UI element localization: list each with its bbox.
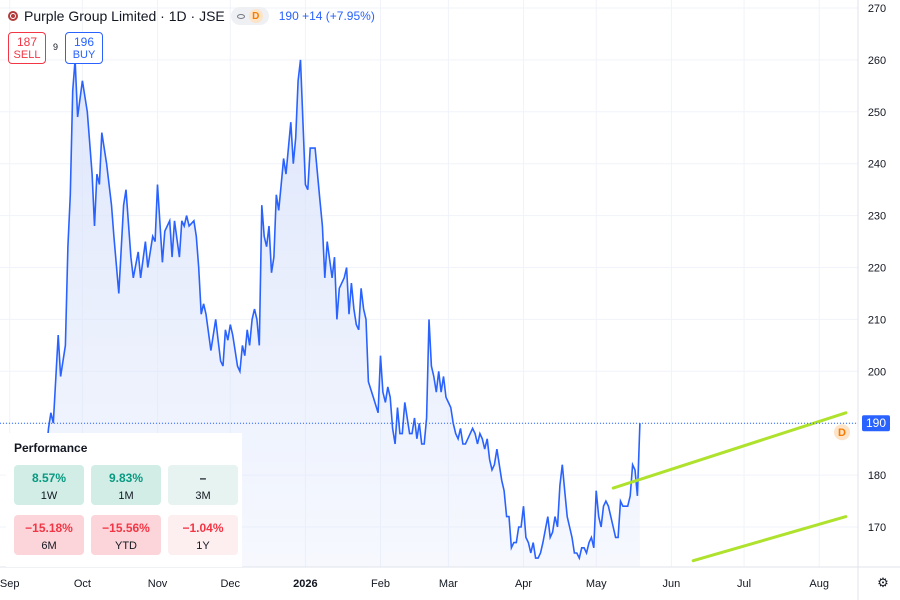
price-line (42, 59, 641, 561)
x-tick-label: Nov (148, 578, 168, 590)
x-tick-label: May (586, 578, 607, 590)
performance-panel: Performance 8.57% 1W 9.83% 1M – 3M −15.1… (6, 433, 242, 567)
dividend-badge: D (248, 9, 263, 23)
gear-icon[interactable]: ⚙ (877, 575, 889, 590)
x-tick-label: Jul (737, 578, 751, 590)
spread-value: 9 (53, 42, 59, 52)
perf-value: −1.04% (182, 521, 224, 535)
perf-period: 1M (118, 490, 134, 502)
perf-period: 6M (41, 540, 57, 552)
x-tick-label: Apr (515, 578, 532, 590)
sell-button[interactable]: 187 SELL (8, 32, 46, 64)
x-tick-label: Jun (662, 578, 680, 590)
y-tick-label: 220 (868, 263, 886, 275)
y-tick-label: 270 (868, 3, 886, 15)
perf-cell-ytd[interactable]: −15.56% YTD (91, 515, 161, 555)
trend-channel[interactable] (611, 411, 848, 563)
x-tick-label: Sep (0, 578, 19, 590)
x-tick-label: Dec (220, 578, 240, 590)
dividend-marker-label: D (838, 427, 846, 439)
visibility-toggle[interactable]: D (230, 7, 269, 25)
sell-price: 187 (16, 35, 38, 49)
x-tick-label: Aug (809, 578, 829, 590)
perf-period: 1Y (196, 540, 210, 552)
perf-cell-6m[interactable]: −15.18% 6M (14, 515, 84, 555)
buy-price: 196 (73, 35, 95, 49)
y-axis[interactable]: 170 180 190 200 210 220 230 240 250 260 270 (857, 0, 886, 600)
buy-button[interactable]: 196 BUY (65, 32, 103, 64)
performance-title: Performance (14, 441, 88, 455)
y-tick-label: 230 (868, 211, 886, 223)
x-tick-label: 2026 (293, 578, 317, 590)
eye-icon (236, 13, 245, 19)
perf-cell-1w[interactable]: 8.57% 1W (14, 465, 84, 505)
perf-value: −15.56% (102, 521, 150, 535)
y-tick-label: 170 (868, 522, 886, 534)
channel-line (691, 515, 848, 563)
symbol-header: Purple Group Limited · 1D · JSE D 190 +1… (8, 6, 375, 26)
perf-cell-1y[interactable]: −1.04% 1Y (168, 515, 238, 555)
perf-value: 8.57% (31, 471, 67, 485)
last-price-label: 190 (862, 415, 890, 432)
channel-line (611, 411, 848, 490)
x-tick-label: Mar (439, 578, 458, 590)
symbol-title[interactable]: Purple Group Limited · 1D · JSE (24, 8, 225, 24)
y-tick-label: 180 (868, 470, 886, 482)
x-tick-label: Feb (371, 578, 390, 590)
y-tick-label: 210 (868, 314, 886, 326)
perf-period: 3M (195, 490, 211, 502)
perf-period: 1W (40, 490, 58, 502)
sell-label: SELL (13, 49, 41, 61)
x-tick-label: Oct (74, 578, 91, 590)
x-axis[interactable]: Sep Oct Nov Dec 2026 Feb Mar Apr May Jun Jul Aug (0, 566, 900, 590)
buy-label: BUY (72, 49, 96, 61)
dividend-marker[interactable]: D (834, 424, 850, 441)
perf-cell-1m[interactable]: 9.83% 1M (91, 465, 161, 505)
perf-period: YTD (115, 540, 137, 552)
perf-value: −15.18% (25, 521, 73, 535)
company-logo-icon (8, 11, 18, 21)
y-tick-label: 200 (868, 366, 886, 378)
y-tick-label: 240 (868, 159, 886, 171)
last-price-value: 190 (866, 416, 886, 430)
y-tick-label: 250 (868, 107, 886, 119)
y-tick-label: 260 (868, 55, 886, 67)
perf-cell-3m[interactable]: – 3M (168, 465, 238, 505)
perf-value: – (199, 471, 207, 485)
price-change: 190 +14 (+7.95%) (278, 9, 375, 23)
perf-value: 9.83% (108, 471, 144, 485)
